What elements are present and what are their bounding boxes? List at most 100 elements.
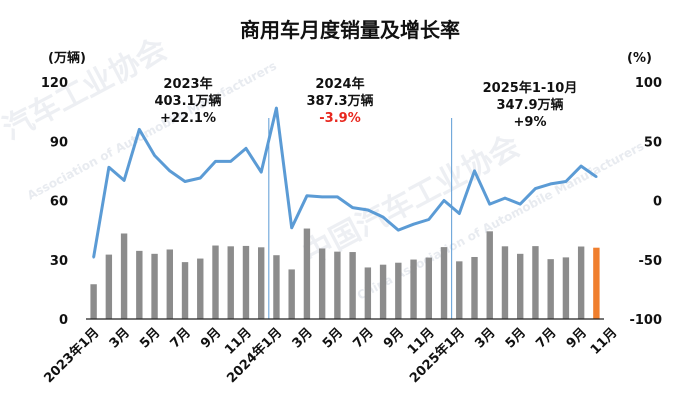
growth-point — [336, 195, 339, 199]
growth-point — [168, 169, 171, 173]
bar — [273, 255, 280, 319]
bar — [501, 246, 509, 319]
growth-point — [381, 215, 385, 219]
left-axis-ticks: 0 30 60 90 120 — [41, 76, 68, 328]
x-tick-label: 7月 — [350, 325, 376, 351]
annotation-line: 2025年1-10月 — [483, 80, 578, 96]
bar — [440, 247, 448, 319]
bar — [288, 269, 295, 319]
bar — [456, 261, 463, 319]
bar — [166, 249, 173, 319]
bar — [517, 253, 524, 319]
bar-series — [90, 228, 600, 319]
growth-point — [549, 182, 552, 186]
growth-point — [488, 202, 491, 206]
growth-point — [595, 175, 598, 178]
bar — [486, 231, 493, 319]
bar — [379, 264, 387, 319]
growth-point — [229, 160, 232, 163]
growth-point — [107, 166, 111, 169]
growth-point — [244, 147, 248, 150]
growth-point — [366, 208, 370, 212]
growth-point — [427, 218, 430, 221]
annotation-line: +22.1% — [160, 111, 216, 126]
x-tick-label: 5月 — [320, 325, 346, 351]
growth-point — [138, 128, 141, 131]
bar — [151, 253, 158, 319]
bar — [136, 250, 143, 319]
annotation-line: 403.1万辆 — [154, 93, 221, 109]
growth-point — [458, 212, 461, 215]
x-tick-label: 3月 — [472, 325, 498, 351]
bar — [471, 256, 478, 319]
bar — [547, 259, 554, 319]
bar — [395, 262, 402, 319]
left-tick-label: 60 — [50, 195, 68, 210]
growth-point — [351, 206, 354, 209]
chart-title: 商用车月度销量及增长率 — [240, 18, 460, 42]
bar — [334, 251, 341, 319]
bar — [532, 246, 539, 319]
bar — [349, 252, 356, 319]
growth-point — [564, 180, 568, 183]
bar-highlight — [593, 247, 600, 319]
growth-line-series — [92, 106, 598, 259]
growth-point — [473, 169, 476, 173]
x-tick-label: 7月 — [168, 325, 194, 351]
growth-point — [503, 196, 507, 200]
growth-point — [519, 202, 522, 206]
growth-point — [397, 228, 400, 232]
bar — [212, 245, 219, 319]
bar — [227, 246, 234, 319]
x-tick-label: 3月 — [107, 325, 133, 351]
bar — [120, 233, 128, 319]
growth-point — [92, 256, 95, 259]
growth-point — [534, 187, 537, 190]
annotation-line: 2024年 — [315, 76, 364, 92]
annotation-line: +9% — [514, 115, 547, 130]
x-tick-label: 7月 — [533, 325, 559, 351]
bar — [577, 246, 585, 319]
x-tick-label: 9月 — [381, 325, 407, 351]
left-tick-label: 30 — [50, 254, 68, 269]
growth-point — [412, 223, 415, 226]
year-separators — [268, 118, 453, 319]
x-tick-label: 9月 — [198, 325, 224, 351]
growth-point — [214, 160, 217, 163]
bar — [425, 257, 432, 319]
bar — [242, 245, 250, 319]
bar — [105, 254, 113, 319]
bar — [562, 257, 570, 319]
annotation-line: 347.9万辆 — [496, 97, 563, 113]
right-tick-label: 100 — [635, 76, 662, 91]
left-tick-label: 120 — [41, 76, 68, 91]
growth-point — [275, 106, 278, 110]
x-tick-label: 2023年1月 — [41, 325, 103, 387]
growth-point — [290, 226, 293, 229]
growth-point — [260, 170, 263, 174]
right-tick-label: 0 — [653, 195, 662, 210]
bar — [90, 284, 97, 319]
right-tick-label: -50 — [639, 254, 663, 269]
growth-point — [305, 194, 309, 197]
x-tick-label: 3月 — [290, 325, 316, 351]
growth-line — [92, 106, 598, 258]
right-tick-label: -100 — [629, 313, 662, 328]
left-axis-unit: (万辆) — [48, 50, 86, 66]
annotation-line: 387.3万辆 — [306, 93, 373, 109]
annotation-line: -3.9% — [319, 111, 360, 126]
right-tick-label: 50 — [644, 135, 662, 150]
x-tick-label: 9月 — [564, 325, 590, 351]
bar — [258, 247, 265, 319]
bar — [303, 228, 311, 319]
bar — [410, 259, 417, 319]
growth-point — [442, 199, 446, 202]
x-tick-label: 5月 — [503, 325, 529, 351]
growth-point — [153, 154, 156, 157]
bar — [318, 248, 326, 319]
